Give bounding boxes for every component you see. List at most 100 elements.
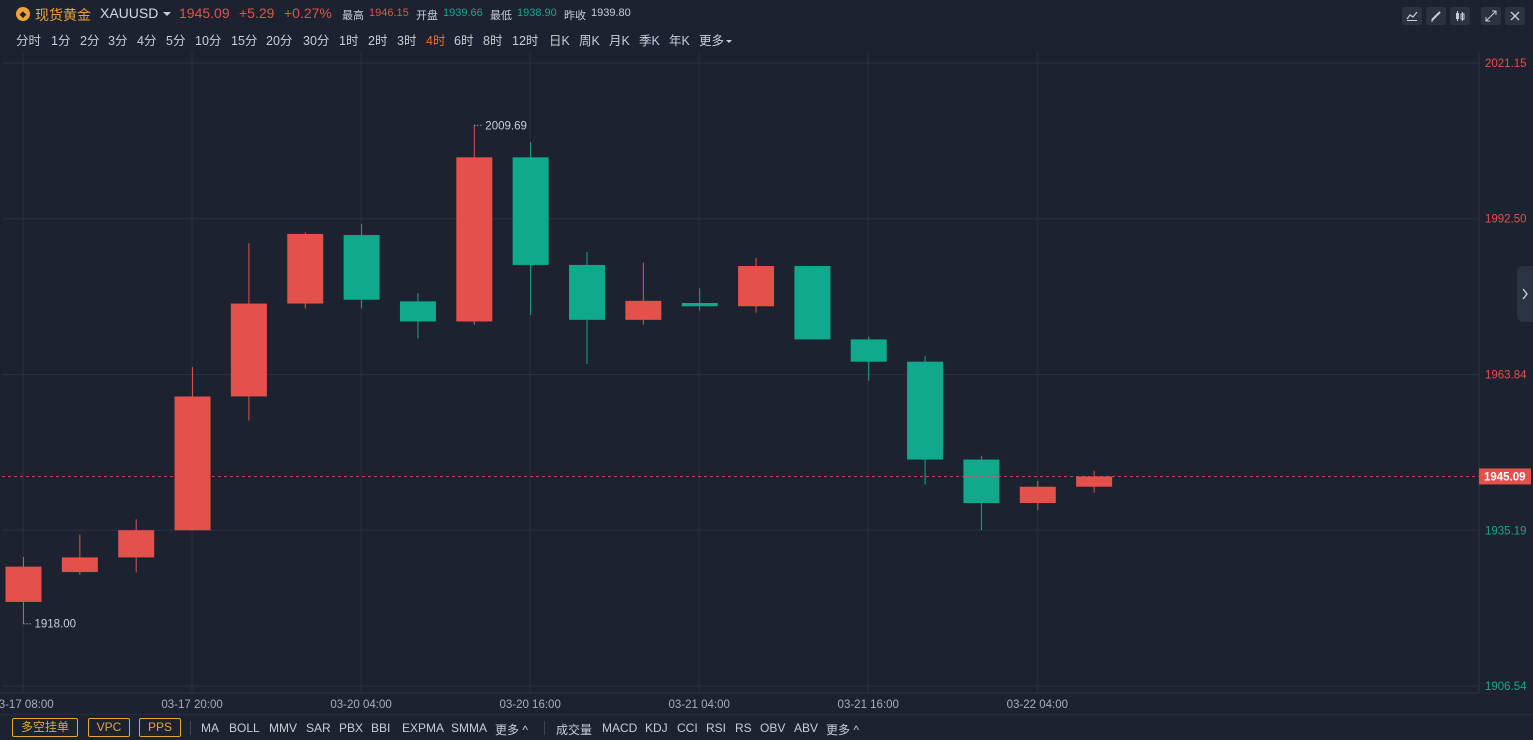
period-4[interactable]: 4分 [137,34,157,48]
period-17[interactable]: 日K [549,34,570,48]
candle-body [230,303,267,397]
y-axis-tick-label: 2021.15 [1485,58,1527,70]
last-price: 1945.09 [179,5,230,21]
tag-button-2[interactable]: PPS [139,718,181,737]
stat-high-value: 1946.15 [369,7,409,19]
x-axis-tick-label: 03-17 20:00 [161,699,222,711]
stat-low-value: 1938.90 [517,7,557,19]
tag-button-0[interactable]: 多空挂单 [12,718,78,737]
period-6[interactable]: 10分 [195,34,222,48]
stat-low-label: 最低 [490,10,512,22]
overlay-boll[interactable]: BOLL [229,721,260,735]
subchart-2[interactable]: KDJ [645,721,668,735]
x-axis-tick-label: 03-21 04:00 [669,699,730,711]
stat-prev-close-label: 昨收 [564,10,586,22]
subchart-6[interactable]: OBV [760,721,786,735]
candle-body [794,266,831,340]
close-icon[interactable] [1505,7,1525,25]
indicator-bar: 多空挂单 VPC PPS MA BOLL MMV SAR PBX BBI EXPMA SMMA 更多 … [0,714,1533,740]
subchart-3[interactable]: CCI [677,721,698,735]
overlay-smma[interactable]: SMMA [451,721,487,735]
x-axis-tick-label: 03-17 08:00 [0,699,54,711]
overlay-bbi[interactable]: BBI [371,721,391,735]
stat-open-label: 开盘 [416,10,438,22]
price-change: +5.29 [239,5,275,21]
candle-body [1019,486,1056,504]
period-14[interactable]: 6时 [454,34,474,48]
y-axis-tick-label: 1992.50 [1485,214,1527,226]
candle-body [399,301,436,322]
x-axis-tick-label: 03-20 16:00 [499,699,560,711]
candle-body [569,264,605,320]
candle-body [625,300,662,320]
period-13[interactable]: 4时 [426,34,446,48]
period-7[interactable]: 15分 [231,34,258,48]
y-axis-tick-label: 1963.84 [1485,370,1527,382]
overlay-more[interactable]: 更多 ^ [495,723,528,737]
annotation-label-high: 2009.69 [485,120,527,132]
overlay-ma[interactable]: MA [201,721,219,735]
current-price-label: 1945.09 [1484,471,1526,483]
overlay-mmv[interactable]: MMV [269,721,297,735]
y-axis-tick-label: 1906.54 [1485,681,1527,693]
period-20[interactable]: 季K [639,34,660,48]
x-axis-tick-label: 03-22 04:00 [1007,699,1068,711]
price-change-percent: +0.27% [284,5,332,21]
period-3[interactable]: 3分 [108,34,128,48]
period-19[interactable]: 月K [609,34,630,48]
candle-body [61,557,98,573]
period-0[interactable]: 分时 [16,34,42,48]
subchart-more[interactable]: 更多 ^ [826,723,859,737]
divider [190,721,191,735]
y-axis-tick-label: 1935.19 [1485,525,1527,537]
subchart-7[interactable]: ABV [794,721,819,735]
stat-open-value: 1939.66 [443,7,483,19]
stat-high-label: 最高 [342,10,364,22]
candle-body [738,266,775,307]
candle-body [287,233,324,304]
period-15[interactable]: 8时 [483,34,503,48]
draw-pen-icon[interactable] [1426,7,1446,25]
period-11[interactable]: 2时 [368,34,388,48]
period-1[interactable]: 1分 [51,34,71,48]
overlay-sar[interactable]: SAR [306,721,331,735]
period-selector: 分时 1分 2分 3分 4分 5分 10分 15分 20分 30分 1时 2时 3时 4时 6时 8时 12时日… [0,30,760,48]
fullscreen-icon[interactable] [1481,7,1501,25]
expand-panel-handle[interactable] [1517,266,1533,322]
period-9[interactable]: 30分 [303,34,330,48]
tag-button-1[interactable]: VPC [88,718,130,737]
overlay-pbx[interactable]: PBX [339,721,364,735]
candle-body [907,361,944,460]
candle-body [5,566,42,602]
period-8[interactable]: 20分 [266,34,293,48]
candle-body [174,396,211,531]
candle-body [118,530,155,558]
chevron-down-icon[interactable] [163,12,171,16]
candle-body [963,459,1000,504]
subchart-1[interactable]: MACD [602,721,638,735]
subchart-5[interactable]: RS [735,721,752,735]
candlestick-chart[interactable]: 2021.15 1992.50 1963.84 1935.19 1906.54 03-17… [0,52,1533,714]
subchart-4[interactable]: RSI [706,721,727,735]
candle-body [681,302,718,307]
current-price-tag [1479,468,1531,485]
overlay-expma[interactable]: EXPMA [402,721,445,735]
period-21[interactable]: 年K [669,34,690,48]
period-5[interactable]: 5分 [166,34,186,48]
period-12[interactable]: 3时 [397,34,417,48]
candle-body [456,157,493,322]
period-more[interactable]: 更多 [699,30,733,49]
indicator-icon[interactable] [1402,7,1422,25]
subchart-0[interactable]: 成交量 [556,723,593,737]
candle-style-icon[interactable] [1450,7,1470,25]
symbol-name[interactable]: 现货黄金 [35,7,91,23]
period-18[interactable]: 周K [579,34,600,48]
period-10[interactable]: 1时 [339,34,359,48]
period-16[interactable]: 12时 [512,34,539,48]
symbol-code[interactable]: XAUUSD [100,5,159,21]
divider [544,721,545,735]
chevron-right-icon [1522,288,1528,300]
candle-body [512,157,549,265]
gold-coin-icon: ◆ [16,7,30,21]
period-2[interactable]: 2分 [80,34,100,48]
